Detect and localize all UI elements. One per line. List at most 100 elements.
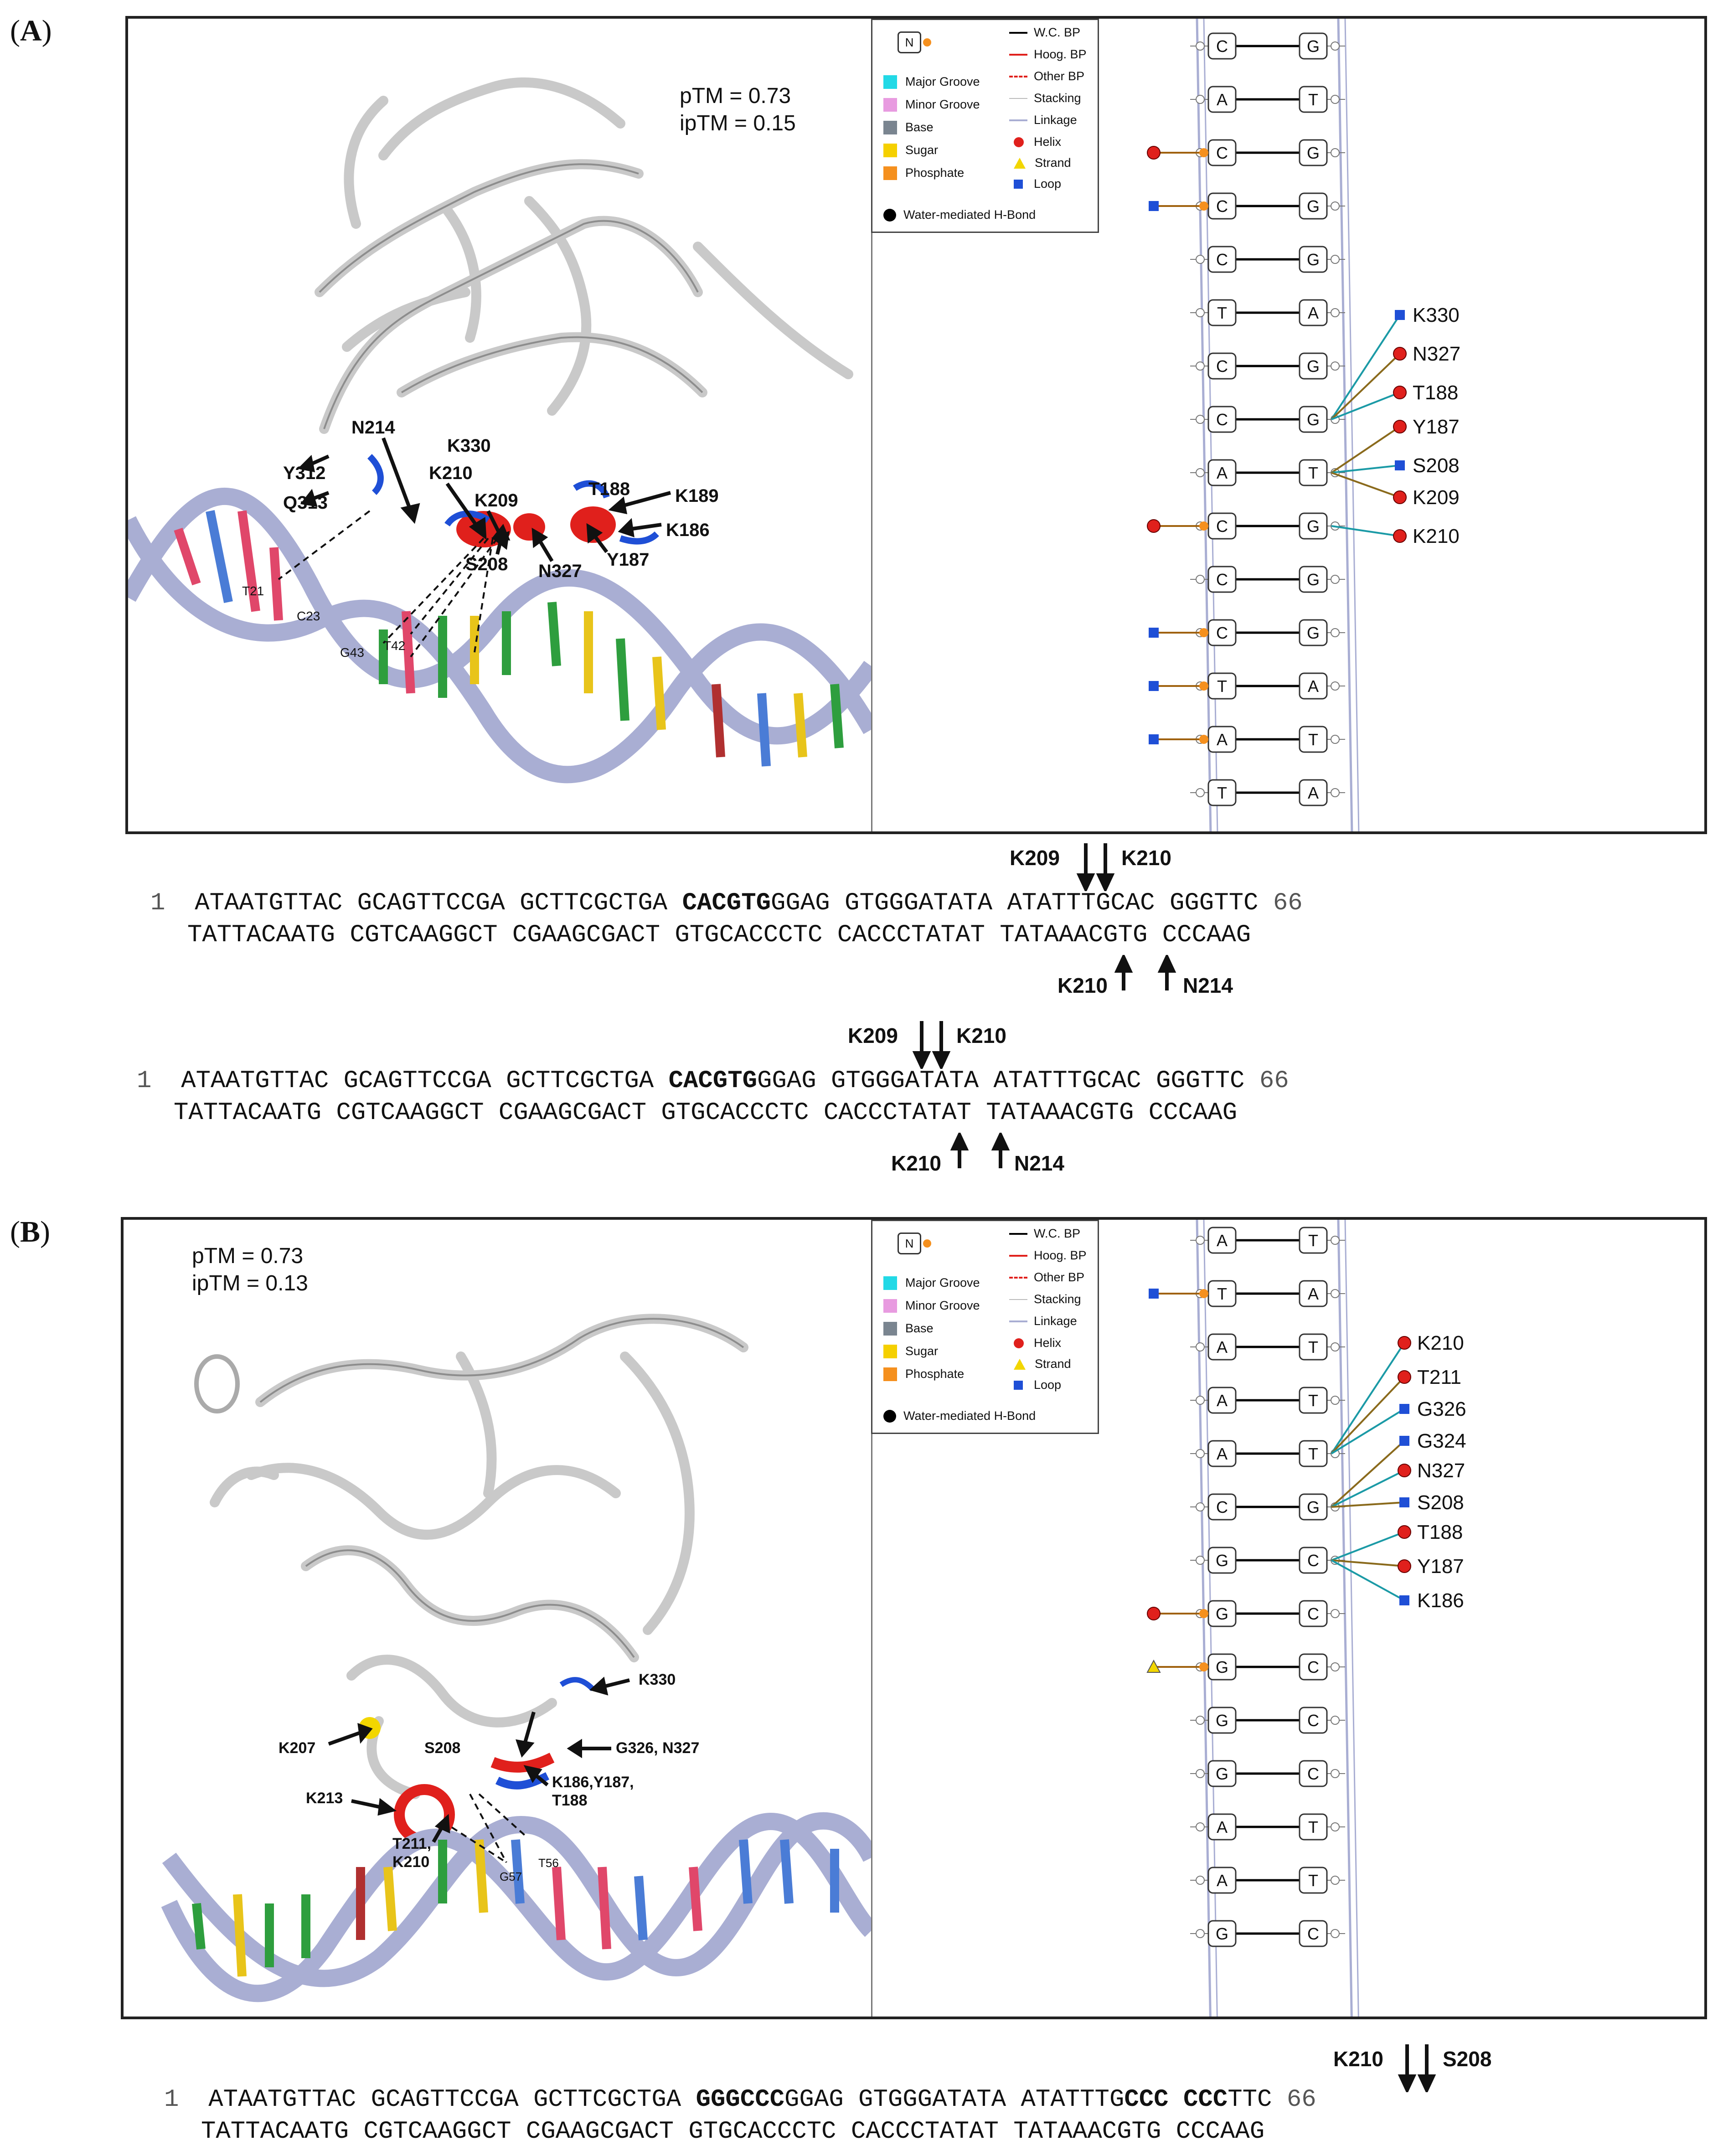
legend-base: Base (905, 120, 934, 134)
base-letter: C (1216, 144, 1228, 162)
base-letter: G (1216, 1711, 1228, 1730)
base-letter: G (1216, 1551, 1228, 1570)
residue-label: K330 (1413, 304, 1460, 326)
seqA1-bottom-arrow-label-2: N214 (1183, 974, 1233, 997)
base-letter: G (1307, 250, 1320, 269)
legend-sugar: Sugar (905, 143, 939, 157)
base-letter: G (1307, 570, 1320, 589)
base-letter: T (1308, 1818, 1318, 1836)
seqA1-bottom-arrows (1114, 955, 1176, 990)
legend-linkage: Linkage (1034, 113, 1077, 127)
residue-label: S208 (1413, 454, 1460, 477)
legend-phosphate: Phosphate (905, 166, 965, 180)
base-letter: G (1307, 410, 1320, 429)
panel-a-divider (871, 19, 872, 831)
base-letter: A (1308, 784, 1319, 802)
base-letter: T (1308, 1338, 1318, 1357)
seqA1-top-arrow-label-1: K209 (1010, 846, 1060, 870)
label-k186: K186 (666, 520, 710, 540)
seqA2-top-arrow-label-1: K209 (848, 1024, 898, 1047)
base-letter: T (1308, 1444, 1318, 1463)
base-letter: C (1216, 410, 1228, 429)
legend-hoog-bp: Hoog. BP (1034, 1248, 1087, 1262)
residue-label: T188 (1417, 1521, 1463, 1543)
seqA1-line2: TATTACAATG CGTCAAGGCT CGAAGCGACT GTGCACC… (187, 921, 1251, 949)
label-n214: N214 (351, 418, 395, 438)
label-k189: K189 (675, 486, 719, 506)
label-g43: G43 (340, 645, 364, 660)
base-letter: A (1217, 1338, 1228, 1357)
base-letter: C (1216, 357, 1228, 376)
legend-loop: Loop (1034, 177, 1062, 191)
panel-b-iptm: ipTM = 0.13 (192, 1271, 308, 1295)
base-letter: A (1217, 1818, 1228, 1836)
helix-highlight (570, 506, 616, 543)
label-t42: T42 (383, 639, 405, 653)
legend-stacking: Stacking (1034, 91, 1081, 105)
legend-helix: Helix (1034, 1336, 1062, 1350)
residue-label: K210 (1413, 525, 1460, 547)
loop-highlight (559, 1677, 595, 1692)
panel-b-frame: K330 K207 S208 G326, N327 K186,Y187, T18… (121, 1217, 1707, 2019)
legend-major-groove: Major Groove (905, 1276, 980, 1289)
legend-minor-groove: Minor Groove (905, 98, 980, 111)
base-letter: C (1216, 37, 1228, 56)
base-letter: A (1308, 304, 1319, 322)
legend-other-bp: Other BP (1034, 1270, 1085, 1284)
base-letter: A (1217, 1391, 1228, 1410)
legend-linkage: Linkage (1034, 1314, 1077, 1328)
base-letter: A (1308, 677, 1319, 696)
seqB1-top-arrow-label-1: K210 (1333, 2047, 1383, 2071)
base-letter: G (1307, 357, 1320, 376)
seqB1-top-arrows (1398, 2044, 1436, 2092)
legend-strand: Strand (1035, 1357, 1071, 1371)
base-letter: G (1216, 1764, 1228, 1783)
base-letter: C (1216, 250, 1228, 269)
panel-b-ptm: pTM = 0.73 (192, 1244, 304, 1268)
panel-a-label: (A) (10, 14, 52, 47)
base-letter: G (1307, 1498, 1320, 1516)
dna-helix (161, 1812, 871, 2002)
label-t188: T188 (552, 1792, 588, 1809)
base-letter: G (1216, 1924, 1228, 1943)
base-letter: A (1217, 90, 1228, 109)
panel-a-iptm: ipTM = 0.15 (680, 111, 796, 135)
panel-a-ladder: CGATCGCGCGTACGCGATCGCGCGTAATTAK189K186K2… (1147, 19, 1460, 831)
label-t211: T211, (392, 1835, 431, 1852)
panel-a-structure: N214 Y312 Q313 K210 K209 K330 T188 K189 … (128, 77, 871, 784)
panel-a-frame: N214 Y312 Q313 K210 K209 K330 T188 K189 … (125, 16, 1707, 834)
label-c23: C23 (297, 609, 320, 623)
panel-b-structure: K330 K207 S208 G326, N327 K186,Y187, T18… (161, 1314, 871, 2002)
panel-b-label: (B) (10, 1215, 50, 1248)
seqB1-line1: 1 ATAATGTTAC GCAGTTCCGA GCTTCGCTGA GGGCC… (164, 2086, 1316, 2114)
legend-wc-bp: W.C. BP (1034, 26, 1081, 39)
label-k330: K330 (639, 1671, 676, 1688)
base-letter: T (1217, 677, 1227, 696)
legend-n-node: N (898, 31, 931, 53)
seqA1-line1: 1 ATAATGTTAC GCAGTTCCGA GCTTCGCTGA CACGT… (150, 889, 1303, 917)
base-letter: G (1307, 624, 1320, 642)
seqA2-bottom-arrow-label-1: K210 (891, 1151, 941, 1175)
label-k210: K210 (392, 1853, 429, 1871)
legend-sugar: Sugar (905, 1344, 939, 1358)
helix-highlight (490, 1753, 555, 1773)
panel-b-ladder: ATTAATATATCGGCGCGCGCGCATATGCK330K213K228… (1146, 1220, 1466, 2017)
seqA2-line1: 1 ATAATGTTAC GCAGTTCCGA GCTTCGCTGA CACGT… (137, 1067, 1289, 1095)
base-letter: A (1217, 1231, 1228, 1250)
residue-label: T188 (1413, 382, 1458, 404)
legend-wc-bp: W.C. BP (1034, 1227, 1081, 1240)
legend-other-bp: Other BP (1034, 69, 1085, 83)
base-letter: C (1307, 1604, 1319, 1623)
base-letter: C (1216, 624, 1228, 642)
base-letter: G (1307, 144, 1320, 162)
residue-label: N327 (1417, 1460, 1465, 1482)
seqA2-line2: TATTACAATG CGTCAAGGCT CGAAGCGACT GTGCACC… (174, 1099, 1238, 1127)
panel-a-legend: N Major Groove Minor Groove Base Sugar P… (871, 19, 1099, 233)
base-letter: G (1216, 1604, 1228, 1623)
base-letter: T (1308, 90, 1318, 109)
seqB1-line2: TATTACAATG CGTCAAGGCT CGAAGCGACT GTGCACC… (201, 2118, 1265, 2146)
loop-highlight (619, 531, 659, 545)
base-letter: T (1217, 1284, 1227, 1303)
protein-ribbon (210, 1314, 748, 1799)
panel-b-legend: N Major Groove Minor Groove Base Sugar P… (871, 1220, 1099, 1434)
